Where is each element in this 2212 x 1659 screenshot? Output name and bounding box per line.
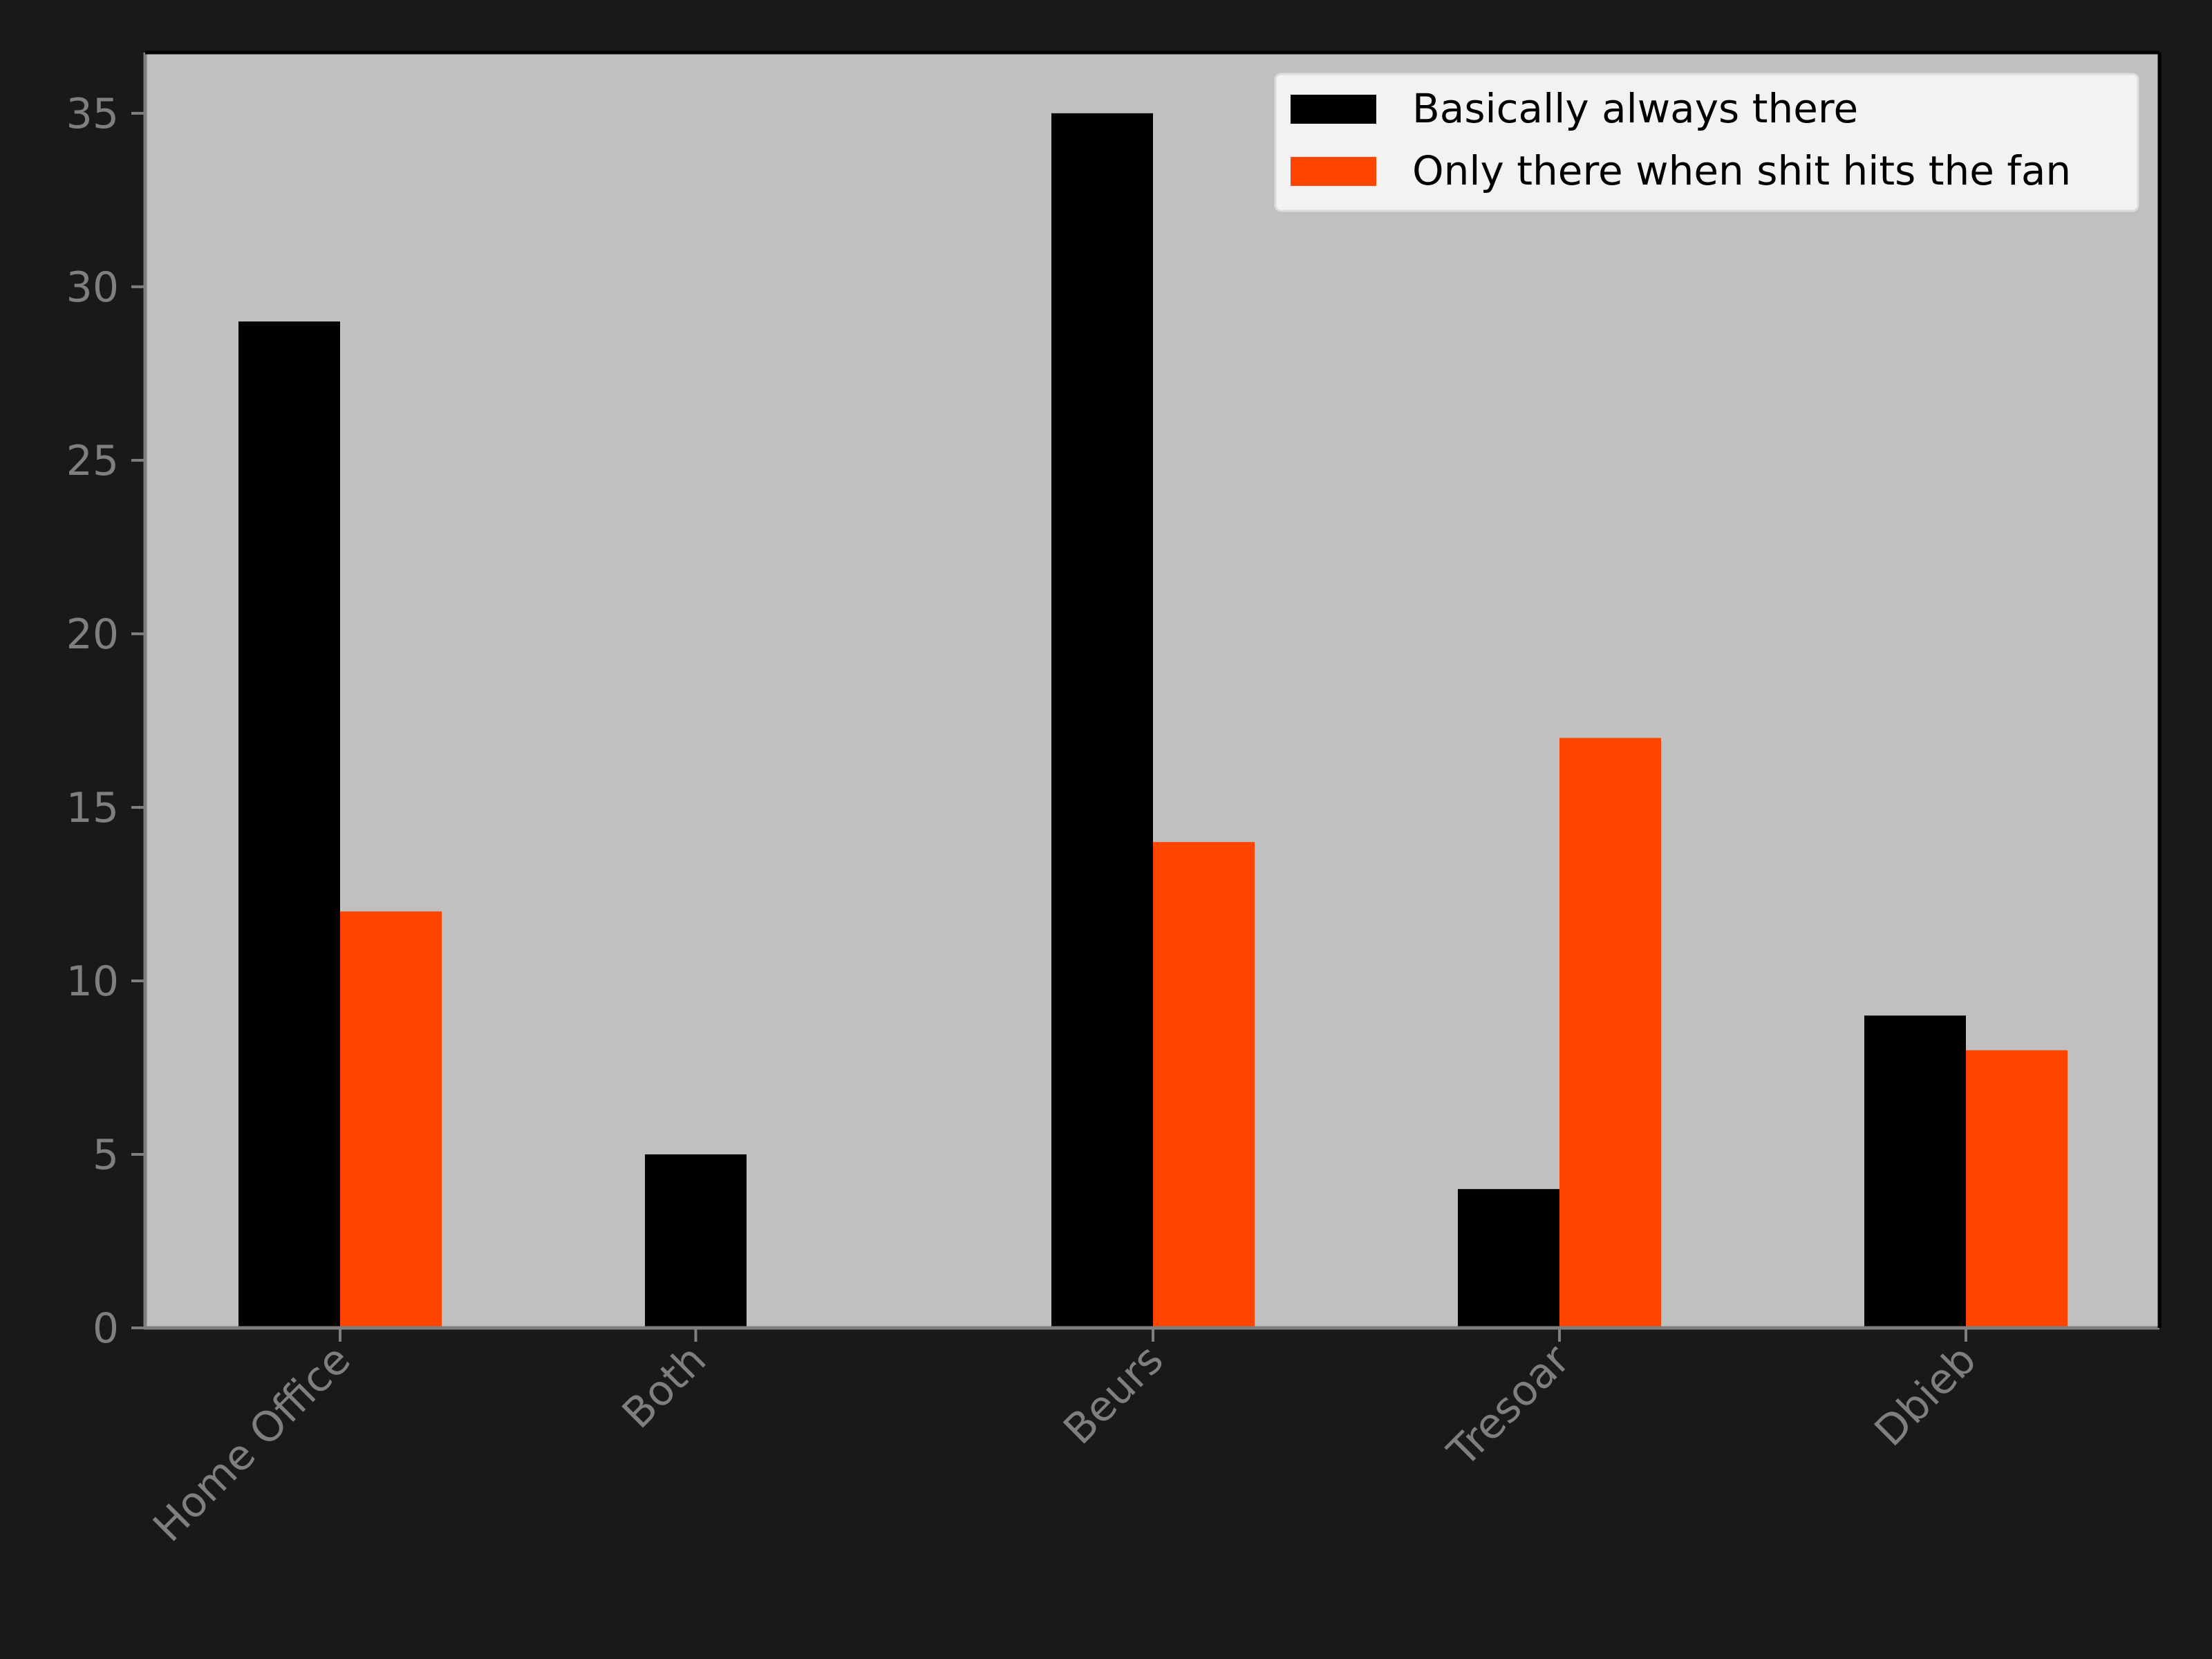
bar-home-office-series-2	[340, 911, 442, 1328]
x-tick-label-dbieb: Dbieb	[1866, 1335, 1986, 1456]
bar-home-office-series-1	[238, 321, 340, 1328]
y-tick-label: 0	[93, 1304, 119, 1353]
bar-dbieb-series-2	[1966, 1050, 2068, 1328]
bar-tresoar-series-1	[1458, 1189, 1559, 1328]
bar-beurs-series-2	[1153, 842, 1255, 1328]
y-tick-label: 35	[66, 90, 119, 138]
legend-swatch-2	[1291, 157, 1376, 186]
y-tick-label: 30	[66, 263, 119, 312]
y-tick-label: 20	[66, 610, 119, 659]
legend-label-1: Basically always there	[1412, 85, 1858, 132]
x-tick-label-home-office: Home Office	[144, 1335, 359, 1551]
y-tick-label: 10	[66, 957, 119, 1006]
y-tick-label: 25	[66, 437, 119, 485]
legend: Basically always there Only there when sh…	[1274, 73, 2139, 212]
y-tick-label: 15	[66, 784, 119, 832]
y-tick-label: 5	[93, 1131, 119, 1179]
legend-box	[1274, 73, 2139, 212]
bar-both-series-1	[645, 1154, 747, 1328]
legend-swatch-1	[1291, 95, 1376, 124]
bar-dbieb-series-1	[1864, 1015, 1966, 1328]
bars-group	[238, 113, 2068, 1328]
x-tick-label-tresoar: Tresoar	[1438, 1335, 1580, 1477]
bar-beurs-series-1	[1051, 113, 1153, 1328]
legend-label-2: Only there when shit hits the fan	[1412, 147, 2071, 194]
x-tick-label-both: Both	[613, 1335, 715, 1438]
bar-tresoar-series-2	[1559, 738, 1661, 1328]
x-tick-label-beurs: Beurs	[1054, 1335, 1172, 1454]
